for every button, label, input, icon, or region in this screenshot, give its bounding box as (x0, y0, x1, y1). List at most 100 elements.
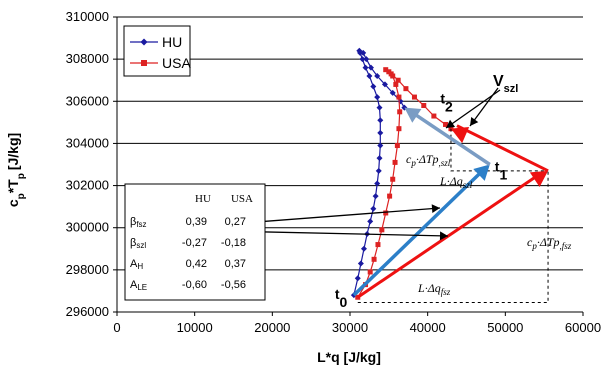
point-hu-14 (376, 104, 383, 111)
y-tick-label-304000: 304000 (66, 135, 109, 150)
vector-szl-usa (456, 124, 549, 173)
series-usa (355, 67, 454, 300)
point-usa-3 (371, 256, 377, 262)
annotation-L-dq-szl: L·Δqszl (439, 174, 473, 190)
label-t0: t0 (335, 286, 348, 310)
x-axis-title: L*q [J/kg] (317, 349, 381, 365)
point-hu-24 (367, 64, 374, 71)
point-usa-18 (388, 71, 394, 77)
table-cell-2-0: 0,42 (186, 258, 207, 270)
pointer-vfsz-1-head (431, 204, 440, 213)
x-tick-label-60000: 60000 (565, 320, 601, 335)
table-row-label-0: βfsz (130, 216, 147, 229)
coefficient-table: HU USA βfsz 0,39 0,27 βszl -0,27 -0,18 AH 0,42 0,3… (124, 183, 266, 301)
y-axis-title-mid: *T (5, 179, 21, 193)
point-hu-12 (377, 129, 384, 136)
vector-szl-usa-head (450, 126, 470, 144)
table-header-hu: HU (195, 193, 211, 205)
series-hu (350, 47, 408, 299)
pointer-vszl-2 (445, 89, 501, 129)
x-tick-labels: 0 10000 20000 30000 40000 50000 60000 (113, 312, 601, 335)
legend-marker-hu (140, 38, 148, 46)
point-hu-15 (374, 94, 381, 101)
y-axis-title: cp*Tp[J/kg] (5, 133, 27, 207)
point-usa-17 (383, 67, 389, 73)
point-hu-13 (377, 117, 384, 124)
table-cell-1-1: -0,18 (221, 237, 246, 249)
point-hu-2 (357, 260, 364, 267)
dashed-fsz-legs (357, 170, 549, 304)
point-hu-27 (389, 89, 396, 96)
table-row-label-1: βszl (130, 237, 146, 250)
x-axis-title-main: L*q [J/kg] (317, 349, 381, 365)
legend-box (123, 25, 191, 77)
table-cell-0-1: 0,27 (225, 216, 246, 228)
point-hu-5 (367, 218, 374, 225)
annotation-cp-dTp-fsz: cp·ΔTp,fsz (527, 235, 572, 251)
y-tick-labels: 296000 298000 300000 302000 304000 306000 3080… (66, 9, 109, 319)
point-usa-19 (395, 77, 401, 83)
point-usa-4 (375, 242, 381, 248)
point-usa-24 (443, 121, 449, 127)
point-hu-22 (360, 49, 367, 56)
y-tick-label-300000: 300000 (66, 220, 109, 235)
point-hu-9 (375, 167, 382, 174)
point-usa-2 (367, 269, 373, 275)
vector-fsz-hu-head (473, 164, 490, 181)
point-usa-10 (394, 143, 400, 149)
legend-marker-usa (141, 60, 147, 66)
series-line-usa (357, 69, 452, 298)
y-axis-title-sub-p2: p (16, 173, 27, 179)
point-hu-18 (362, 64, 369, 71)
legend-label-hu: HU (162, 34, 182, 50)
vector-construction (177, 87, 549, 304)
point-hu-1 (354, 275, 361, 282)
pointer-vfsz-2-head (439, 231, 448, 241)
x-tick-label-50000: 50000 (487, 320, 523, 335)
vector-fsz-hu (352, 169, 485, 297)
table-row-label-3: ALE (130, 279, 147, 292)
point-hu-23 (363, 56, 370, 63)
point-hu-19 (359, 56, 366, 63)
y-tick-label-310000: 310000 (66, 9, 109, 24)
vector-fsz-usa (356, 172, 541, 299)
table-header-usa: USA (231, 193, 253, 205)
point-hu-7 (372, 193, 379, 200)
pointer-vszl-1-head (470, 116, 479, 126)
y-tick-label-306000: 306000 (66, 93, 109, 108)
point-usa-11 (396, 126, 402, 132)
x-tick-label-0: 0 (113, 320, 120, 335)
point-usa-9 (392, 159, 398, 165)
point-hu-17 (366, 73, 373, 79)
point-hu-3 (360, 245, 367, 252)
y-tick-label-298000: 298000 (66, 262, 109, 277)
y-axis-title-sub-p1: p (16, 193, 27, 199)
point-usa-21 (411, 94, 417, 100)
label-t2: t2 (440, 91, 453, 115)
point-hu-8 (374, 180, 381, 187)
point-hu-26 (381, 81, 388, 88)
table-cell-1-0: -0,27 (182, 237, 207, 249)
y-axis-title-c: c (5, 199, 21, 207)
x-tick-label-30000: 30000 (332, 320, 368, 335)
pointer-vszl-2-head (446, 119, 456, 128)
point-usa-12 (397, 109, 403, 115)
vector-fsz-usa-head (529, 170, 549, 188)
point-usa-5 (379, 227, 385, 233)
table-cell-3-0: -0,60 (182, 279, 207, 291)
table-cell-3-1: -0,56 (221, 279, 246, 291)
y-tick-label-302000: 302000 (66, 178, 109, 193)
annotation-L-dq-fsz: L·Δqfsz (417, 281, 451, 297)
x-tick-label-40000: 40000 (410, 320, 446, 335)
vector-szl-hu-head (404, 107, 422, 123)
point-usa-22 (421, 103, 427, 108)
legend: HU USA (123, 25, 191, 77)
table-cell-0-0: 0,39 (186, 216, 207, 228)
x-tick-label-20000: 20000 (254, 320, 290, 335)
annotation-cp-dTp-szl: cp·ΔTp,szl (406, 152, 451, 168)
table-cell-2-1: 0,37 (225, 258, 246, 270)
vector-szl-hu (411, 111, 491, 166)
label-t1: t1 (495, 159, 508, 183)
point-usa-7 (387, 193, 393, 199)
